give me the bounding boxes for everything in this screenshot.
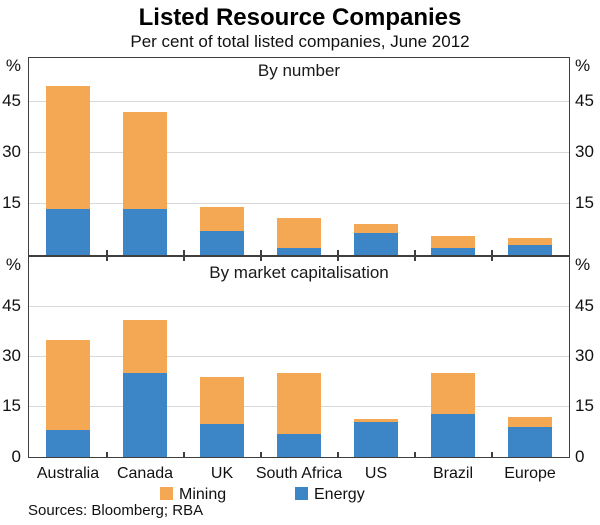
bar-segment-energy-us (353, 421, 398, 457)
y-axis-tick-left: 15 (2, 193, 21, 213)
bar-segment-mining-uk (199, 207, 244, 232)
bar-segment-energy-us (353, 232, 398, 255)
legend-item-mining: Mining (160, 487, 226, 503)
legend-swatch-mining (160, 487, 173, 500)
x-tick-bottom (260, 452, 262, 457)
x-tick-bottom (183, 452, 185, 457)
x-tick-top (414, 257, 416, 261)
x-axis-label-south-africa: South Africa (255, 465, 343, 482)
x-tick-top (106, 257, 108, 261)
bar-segment-energy-canada (122, 208, 167, 255)
y-axis-tick-left: 30 (2, 142, 21, 162)
bar-segment-mining-europe (507, 416, 552, 427)
bar-segment-energy-europe (507, 426, 552, 457)
x-tick-bottom (337, 452, 339, 457)
bar-segment-mining-uk (199, 376, 244, 424)
bar-segment-energy-europe (507, 244, 552, 255)
x-tick-top (337, 257, 339, 261)
bar-segment-energy-australia (45, 430, 90, 457)
x-tick-bottom (106, 250, 108, 255)
x-tick-top (491, 257, 493, 261)
y-axis-tick-right: 15 (575, 396, 594, 416)
bar-segment-mining-canada (122, 319, 167, 374)
x-tick-bottom (337, 250, 339, 255)
bar-segment-energy-south-africa (276, 433, 321, 457)
bar-segment-mining-us (353, 418, 398, 422)
bar-segment-energy-brazil (430, 413, 475, 457)
bar-segment-mining-us (353, 224, 398, 233)
percent-label-right: % (575, 56, 591, 75)
percent-label-right: % (575, 255, 591, 274)
legend-label: Energy (314, 486, 365, 503)
panel-by-market-capitalisation: By market capitalisation (28, 256, 570, 458)
legend-label: Mining (179, 486, 227, 503)
y-axis-tick-left: 15 (2, 396, 21, 416)
x-tick-bottom (414, 250, 416, 255)
x-axis-label-us: US (364, 465, 388, 482)
x-tick-bottom (414, 452, 416, 457)
y-axis-tick-right: 15 (575, 193, 594, 213)
y-axis-tick-right: 45 (575, 91, 594, 111)
y-axis-tick-left: 45 (2, 295, 21, 315)
bar-segment-mining-south-africa (276, 217, 321, 249)
legend-item-energy: Energy (295, 487, 365, 503)
bar-segment-mining-brazil (430, 236, 475, 249)
bar-segment-mining-europe (507, 237, 552, 245)
bar-segment-mining-australia (45, 339, 90, 431)
bar-segment-energy-uk (199, 231, 244, 255)
legend-swatch-energy (295, 487, 308, 500)
chart-title: Listed Resource Companies (138, 4, 462, 31)
x-tick-bottom (491, 452, 493, 457)
chart-subtitle: Per cent of total listed companies, June… (130, 32, 470, 51)
bar-segment-energy-brazil (430, 248, 475, 255)
gridline-30 (29, 355, 569, 357)
y-axis-tick-left: 0 (11, 446, 21, 466)
x-axis-label-uk: UK (210, 465, 234, 482)
x-axis-label-europe: Europe (504, 465, 556, 482)
bar-segment-mining-brazil (430, 373, 475, 414)
bar-segment-energy-uk (199, 423, 244, 457)
x-axis-label-brazil: Brazil (432, 465, 474, 482)
x-tick-top (260, 257, 262, 261)
x-tick-top (183, 257, 185, 261)
y-axis-tick-right: 30 (575, 346, 594, 366)
panel-title: By market capitalisation (209, 263, 389, 282)
y-axis-tick-right: 45 (575, 295, 594, 315)
bar-segment-energy-south-africa (276, 248, 321, 255)
sources-note: Sources: Bloomberg; RBA (28, 502, 204, 519)
plot-area: By number By market capitalisation (28, 57, 570, 458)
bar-segment-energy-australia (45, 208, 90, 255)
y-axis-tick-left: 45 (2, 91, 21, 111)
x-tick-bottom (260, 250, 262, 255)
gridline-45 (29, 305, 569, 307)
bar-segment-mining-australia (45, 86, 90, 209)
bar-segment-mining-south-africa (276, 373, 321, 434)
bar-segment-mining-canada (122, 111, 167, 209)
panel-by-number: By number (28, 57, 570, 256)
y-axis-tick-right: 0 (575, 446, 585, 466)
x-tick-bottom (183, 250, 185, 255)
gridline-45 (29, 100, 569, 102)
gridline-30 (29, 151, 569, 153)
gridline-15 (29, 202, 569, 204)
percent-label-left: % (5, 255, 21, 274)
y-axis-tick-right: 30 (575, 142, 594, 162)
percent-label-left: % (5, 56, 21, 75)
x-tick-bottom (106, 452, 108, 457)
x-axis-label-canada: Canada (116, 465, 174, 482)
y-axis-tick-left: 30 (2, 346, 21, 366)
x-axis-label-australia: Australia (36, 465, 100, 482)
panel-title: By number (257, 61, 341, 80)
bar-segment-energy-canada (122, 373, 167, 457)
x-tick-bottom (491, 250, 493, 255)
